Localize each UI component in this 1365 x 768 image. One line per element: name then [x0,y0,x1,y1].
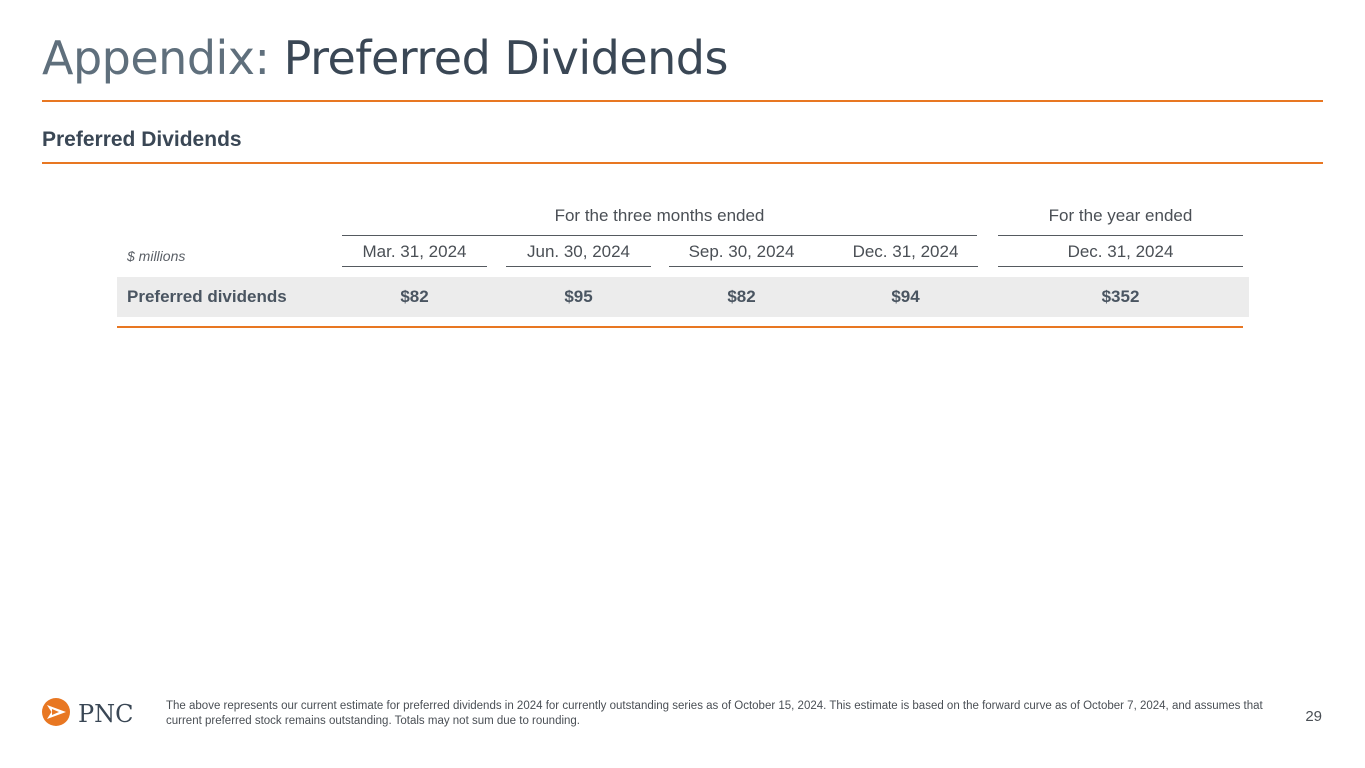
group-divider-annual [998,235,1243,236]
page-number: 29 [1305,708,1322,725]
row-label: Preferred dividends [127,287,287,306]
section-title: Preferred Dividends [42,128,242,151]
table-cell-q2: $95 [564,287,593,306]
title-underline [42,100,1323,102]
group-divider-quarterly [342,235,977,236]
column-header-q4: Dec. 31, 2024 [852,242,959,261]
table-row [117,277,1249,317]
group-header-quarterly: For the three months ended [554,206,765,225]
page-title-prefix: Appendix: [42,31,270,85]
table-cell-q1: $82 [400,287,429,306]
column-divider-year [998,266,1243,267]
column-divider-q1 [342,266,487,267]
column-header-q1: Mar. 31, 2024 [362,242,467,261]
section-underline [42,162,1323,164]
table-cell-q3: $82 [727,287,756,306]
column-header-q2: Jun. 30, 2024 [526,242,631,261]
column-header-q3: Sep. 30, 2024 [688,242,795,261]
group-header-annual: For the year ended [1048,206,1193,225]
column-divider-q3-q4 [669,266,978,267]
page-title: Appendix: Preferred Dividends [42,28,728,88]
svg-text:PNC: PNC [78,700,134,727]
pnc-logo-icon: PNC [42,698,134,728]
column-header-year: Dec. 31, 2024 [1067,242,1174,261]
table-bottom-rule [117,326,1243,328]
table-cell-q4: $94 [891,287,920,306]
page-title-main: Preferred Dividends [283,31,729,85]
table-cell-year: $352 [1101,287,1140,306]
column-divider-q2 [506,266,651,267]
pnc-logo: PNC [42,697,146,728]
unit-label: $ millions [127,248,186,264]
footnote: The above represents our current estimat… [166,700,1263,727]
